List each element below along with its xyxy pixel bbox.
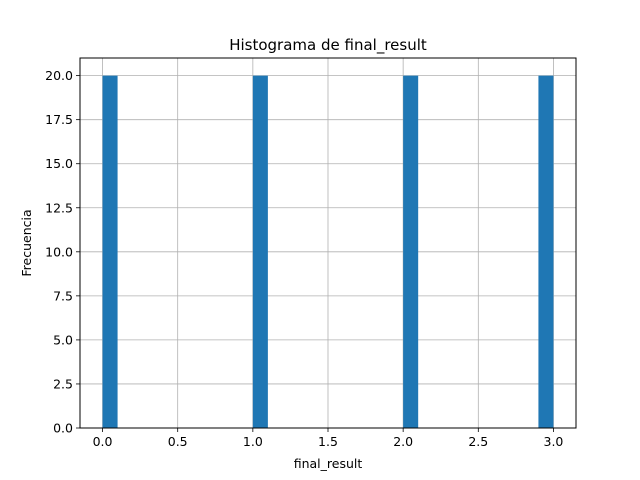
histogram-bar-3 bbox=[538, 75, 554, 428]
histogram-bar-0 bbox=[102, 75, 118, 428]
bars bbox=[102, 75, 554, 428]
chart-title: Histograma de final_result bbox=[229, 36, 427, 55]
y-tick-label: 2.5 bbox=[53, 376, 73, 391]
x-axis-label: final_result bbox=[294, 456, 363, 471]
x-tick-label: 0.0 bbox=[93, 434, 113, 449]
y-tick-label: 7.5 bbox=[53, 288, 73, 303]
y-tick-label: 17.5 bbox=[45, 112, 73, 127]
y-tick-label: 0.0 bbox=[53, 421, 73, 436]
histogram-bar-2 bbox=[403, 75, 419, 428]
y-tick-label: 10.0 bbox=[45, 244, 73, 259]
x-tick-label: 0.5 bbox=[168, 434, 188, 449]
y-tick-label: 15.0 bbox=[45, 156, 73, 171]
y-tick-label: 12.5 bbox=[45, 200, 73, 215]
histogram-bar-1 bbox=[252, 75, 268, 428]
grid-lines bbox=[80, 58, 576, 429]
x-tick-label: 2.0 bbox=[393, 434, 413, 449]
y-tick-label: 5.0 bbox=[53, 332, 73, 347]
x-axis-ticks: 0.0 0.5 1.0 1.5 2.0 2.5 3.0 bbox=[93, 428, 564, 449]
x-tick-label: 1.0 bbox=[243, 434, 263, 449]
y-axis-label: Frecuencia bbox=[19, 209, 34, 276]
y-axis-ticks: 0.0 2.5 5.0 7.5 10.0 12.5 15.0 17.5 20.0 bbox=[45, 68, 80, 436]
y-tick-label: 20.0 bbox=[45, 68, 73, 83]
x-tick-label: 1.5 bbox=[318, 434, 338, 449]
x-tick-label: 3.0 bbox=[544, 434, 564, 449]
x-tick-label: 2.5 bbox=[468, 434, 488, 449]
